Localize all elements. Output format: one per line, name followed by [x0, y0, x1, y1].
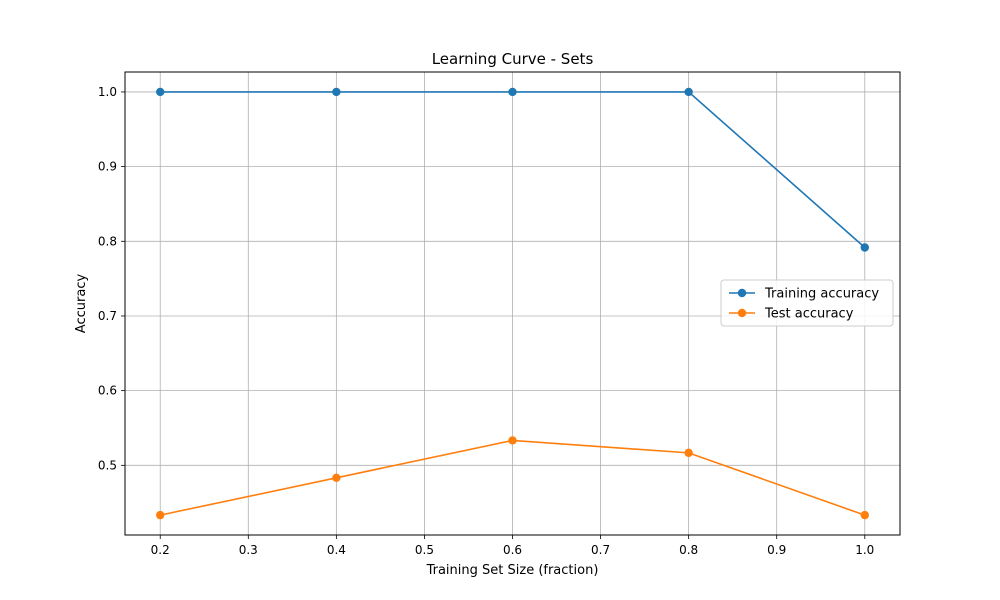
- series-training-accuracy: [156, 87, 869, 252]
- x-tick-label: 0.3: [239, 543, 258, 557]
- data-point: [332, 473, 341, 482]
- series-test-accuracy: [156, 436, 869, 520]
- legend-marker: [737, 288, 747, 298]
- data-point: [860, 510, 869, 520]
- x-tick-label: 1.0: [855, 543, 874, 557]
- legend-item: Test accuracy: [729, 307, 854, 322]
- legend-label: Training accuracy: [764, 287, 879, 302]
- legend-marker: [737, 308, 747, 318]
- y-tick-label: 0.5: [98, 458, 117, 472]
- data-point: [508, 436, 517, 445]
- y-tick-label: 1.0: [98, 85, 117, 99]
- x-tick-label: 0.6: [503, 543, 522, 557]
- x-tick-label: 0.2: [151, 543, 170, 557]
- legend: Training accuracy Test accuracy: [720, 279, 894, 327]
- legend-item: Training accuracy: [729, 287, 879, 302]
- legend-label: Test accuracy: [764, 307, 854, 322]
- y-tick-label: 0.9: [98, 160, 117, 174]
- chart-title: Learning Curve - Sets: [432, 50, 594, 68]
- x-tick-label: 0.4: [327, 543, 346, 557]
- y-axis-label: Accuracy: [74, 274, 89, 334]
- data-point: [860, 243, 869, 252]
- y-tick-label: 0.6: [98, 384, 117, 398]
- axis-ticks: 0.2 0.3 0.4 0.5 0.6 0.7 0.8 0.9 1.0 0.5 0.6 0.7 0.8 0…: [98, 85, 874, 557]
- y-tick-label: 0.8: [98, 234, 117, 248]
- series-layer: [156, 87, 869, 520]
- x-tick-label: 0.7: [591, 543, 610, 557]
- x-axis-label: Training Set Size (fraction): [426, 563, 599, 578]
- data-point: [684, 448, 693, 458]
- data-point: [156, 87, 165, 97]
- data-point: [684, 87, 693, 97]
- data-point: [156, 510, 165, 520]
- data-point: [508, 87, 517, 97]
- x-tick-label: 0.9: [767, 543, 786, 557]
- x-tick-label: 0.8: [679, 543, 698, 557]
- y-tick-label: 0.7: [98, 309, 117, 323]
- data-point: [332, 87, 341, 97]
- legend-box: [720, 279, 894, 327]
- x-tick-label: 0.5: [415, 543, 434, 557]
